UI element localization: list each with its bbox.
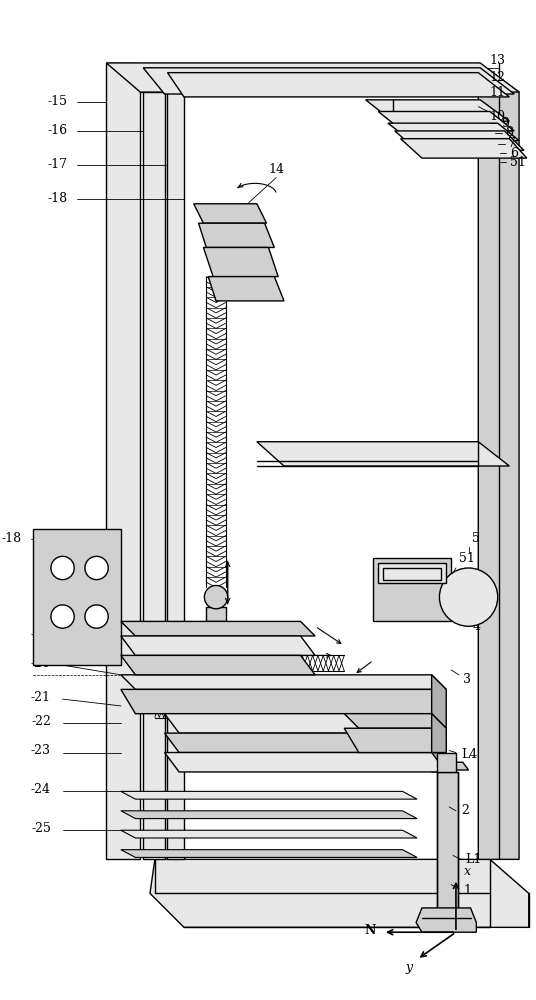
Polygon shape — [344, 728, 446, 753]
Polygon shape — [121, 791, 417, 799]
Polygon shape — [121, 811, 417, 819]
Bar — [206, 607, 226, 621]
Text: 13: 13 — [490, 54, 506, 67]
Text: -21: -21 — [31, 691, 51, 704]
Polygon shape — [106, 63, 140, 859]
Polygon shape — [209, 277, 284, 301]
Text: -25: -25 — [31, 822, 51, 835]
Text: 9: 9 — [502, 117, 509, 130]
Text: -19: -19 — [31, 628, 51, 641]
Polygon shape — [121, 689, 446, 714]
Polygon shape — [106, 63, 519, 92]
Polygon shape — [198, 223, 274, 247]
Polygon shape — [388, 123, 519, 141]
Polygon shape — [431, 762, 468, 770]
Text: -20: -20 — [31, 657, 51, 670]
Bar — [383, 568, 441, 580]
Polygon shape — [257, 442, 509, 466]
Text: 51: 51 — [459, 552, 475, 565]
Polygon shape — [167, 73, 184, 859]
Polygon shape — [400, 139, 527, 158]
Text: 10: 10 — [490, 110, 506, 123]
Polygon shape — [165, 753, 446, 772]
Text: 7: 7 — [508, 137, 516, 150]
Bar — [33, 529, 121, 665]
Circle shape — [204, 585, 228, 609]
Polygon shape — [121, 850, 417, 857]
Bar — [436, 753, 456, 772]
Text: 51: 51 — [510, 156, 526, 169]
Text: x: x — [464, 865, 471, 878]
Polygon shape — [150, 859, 529, 927]
Text: L4: L4 — [461, 748, 477, 761]
Polygon shape — [416, 908, 477, 932]
Polygon shape — [394, 131, 524, 150]
Circle shape — [51, 556, 74, 580]
Polygon shape — [167, 73, 509, 97]
Polygon shape — [378, 111, 514, 131]
Polygon shape — [203, 247, 278, 277]
Text: 8: 8 — [505, 126, 513, 139]
Text: 12: 12 — [490, 71, 506, 84]
Text: -18: -18 — [47, 192, 68, 205]
Circle shape — [85, 605, 108, 628]
Text: 3: 3 — [463, 673, 471, 686]
Text: y: y — [406, 961, 413, 974]
Text: L1: L1 — [466, 853, 482, 866]
Text: 5: 5 — [472, 532, 480, 545]
Polygon shape — [121, 655, 315, 675]
Polygon shape — [143, 68, 514, 94]
Text: N: N — [365, 924, 376, 937]
Text: 14: 14 — [268, 163, 284, 176]
Polygon shape — [366, 100, 509, 121]
Text: -23: -23 — [31, 744, 51, 757]
Polygon shape — [121, 830, 417, 838]
Polygon shape — [431, 675, 446, 772]
Text: -15: -15 — [47, 95, 68, 108]
Text: -24: -24 — [31, 783, 51, 796]
Circle shape — [440, 568, 498, 626]
Polygon shape — [121, 621, 315, 636]
Text: 4: 4 — [472, 620, 480, 633]
Text: -18: -18 — [2, 532, 22, 545]
Text: 6: 6 — [510, 147, 518, 160]
Text: 11: 11 — [490, 86, 506, 99]
Polygon shape — [165, 733, 446, 753]
Polygon shape — [143, 68, 165, 859]
Polygon shape — [478, 63, 519, 859]
Polygon shape — [344, 714, 446, 728]
Text: -16: -16 — [47, 124, 68, 137]
Polygon shape — [431, 714, 446, 753]
Polygon shape — [193, 204, 266, 223]
Polygon shape — [165, 714, 446, 733]
Text: -17: -17 — [47, 158, 68, 171]
Bar — [378, 563, 446, 583]
Polygon shape — [121, 675, 446, 689]
Bar — [374, 558, 451, 621]
Circle shape — [85, 556, 108, 580]
Text: 1: 1 — [464, 884, 472, 897]
Text: 2: 2 — [461, 804, 468, 817]
Polygon shape — [121, 636, 315, 655]
Bar — [436, 772, 458, 913]
Text: -22: -22 — [31, 715, 51, 728]
Circle shape — [51, 605, 74, 628]
